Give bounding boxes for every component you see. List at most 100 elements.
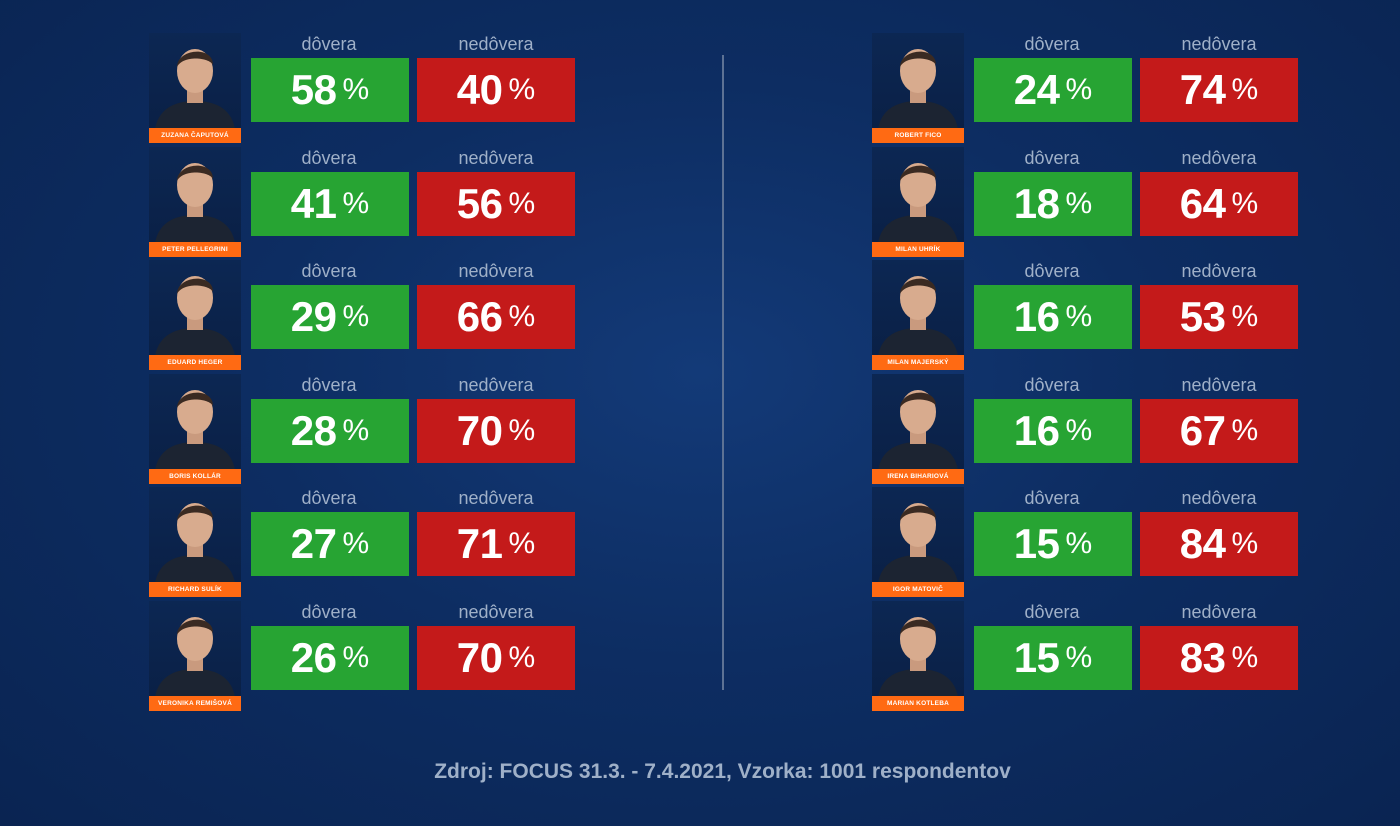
trust-label: dôvera [1024, 601, 1080, 622]
percent-sign: % [1065, 413, 1093, 447]
person-name: ZUZANA ČAPUTOVÁ [149, 128, 241, 143]
person-name: EDUARD HEGER [149, 355, 241, 370]
person-name: MILAN UHRÍK [872, 241, 964, 257]
trust-value: 27 [290, 520, 337, 567]
distrust-label: nedôvera [458, 34, 534, 54]
person-photo: RICHARD SULÍK [149, 487, 241, 597]
person-photo: BORIS KOLLÁR [149, 373, 241, 484]
percent-sign: % [342, 300, 370, 333]
trust-value: 16 [1013, 293, 1060, 340]
percent-sign: % [508, 186, 536, 220]
percent-sign: % [1065, 640, 1093, 674]
person-photo: MARIAN KOTLEBA [872, 600, 964, 711]
percent-sign: % [1231, 413, 1259, 447]
trust-value-box: 16% [974, 285, 1132, 349]
percent-sign: % [508, 300, 536, 333]
distrust-value: 71 [456, 520, 503, 567]
trust-label: dôvera [1024, 374, 1080, 395]
distrust-value-box: 64% [1140, 171, 1298, 236]
percent-sign: % [508, 413, 536, 447]
trust-label: dôvera [1024, 488, 1080, 508]
portrait-icon [155, 389, 235, 470]
trust-value-box: 26% [251, 625, 409, 690]
percent-sign: % [342, 527, 370, 560]
distrust-value-box: 66% [417, 285, 575, 349]
person-row: VERONIKA REMIŠOVÁ dôvera nedôvera 26% 70% [149, 600, 579, 715]
portrait-icon [155, 503, 235, 583]
person-photo: VERONIKA REMIŠOVÁ [149, 600, 241, 711]
trust-value-box: 27% [251, 512, 409, 576]
trust-value: 15 [1013, 520, 1060, 567]
distrust-label: nedôvera [1181, 374, 1257, 395]
distrust-label: nedôvera [458, 374, 534, 395]
person-name: PETER PELLEGRINI [149, 241, 241, 257]
distrust-label: nedôvera [1181, 261, 1257, 281]
distrust-value-box: 67% [1140, 398, 1298, 463]
person-row: IRENA BIHARIOVÁ dôvera nedôvera 16% 67% [872, 373, 1302, 488]
distrust-value: 66 [456, 293, 503, 340]
trust-value: 26 [290, 633, 337, 681]
distrust-label: nedôvera [458, 261, 534, 281]
trust-label: dôvera [301, 147, 357, 168]
portrait-icon [878, 49, 958, 129]
person-row: PETER PELLEGRINI dôvera nedôvera 41% 56% [149, 146, 579, 261]
person-name: IRENA BIHARIOVÁ [872, 468, 964, 484]
person-row: MILAN UHRÍK dôvera nedôvera 18% 64% [872, 146, 1302, 261]
trust-value-box: 29% [251, 285, 409, 349]
trust-value: 15 [1013, 633, 1060, 681]
trust-label: dôvera [301, 261, 357, 281]
portrait-icon [155, 616, 235, 697]
distrust-value-box: 70% [417, 398, 575, 463]
person-row: IGOR MATOVIČ dôvera nedôvera 15% 84% [872, 487, 1302, 601]
percent-sign: % [342, 73, 370, 106]
trust-label: dôvera [1024, 147, 1080, 168]
column-divider [722, 55, 724, 690]
percent-sign: % [508, 527, 536, 560]
person-name: MILAN MAJERSKÝ [872, 355, 964, 370]
trust-value-box: 24% [974, 58, 1132, 122]
person-photo: MILAN MAJERSKÝ [872, 260, 964, 370]
trust-label: dôvera [1024, 34, 1080, 54]
distrust-label: nedôvera [458, 488, 534, 508]
trust-value: 28 [290, 406, 337, 454]
trust-value-box: 28% [251, 398, 409, 463]
percent-sign: % [1231, 527, 1259, 560]
trust-label: dôvera [1024, 261, 1080, 281]
distrust-value-box: 56% [417, 171, 575, 236]
person-row: MARIAN KOTLEBA dôvera nedôvera 15% 83% [872, 600, 1302, 715]
portrait-icon [155, 162, 235, 243]
percent-sign: % [508, 73, 536, 106]
trust-value-box: 15% [974, 625, 1132, 690]
trust-value-box: 58% [251, 58, 409, 122]
distrust-value: 40 [456, 66, 503, 113]
person-photo: ROBERT FICO [872, 33, 964, 143]
percent-sign: % [342, 413, 370, 447]
portrait-icon [878, 162, 958, 243]
trust-value: 41 [290, 179, 337, 227]
distrust-value: 67 [1179, 406, 1226, 454]
percent-sign: % [342, 186, 370, 220]
percent-sign: % [1065, 527, 1093, 560]
distrust-value-box: 53% [1140, 285, 1298, 349]
distrust-value-box: 83% [1140, 625, 1298, 690]
percent-sign: % [1065, 300, 1093, 333]
person-row: RICHARD SULÍK dôvera nedôvera 27% 71% [149, 487, 579, 601]
percent-sign: % [1065, 186, 1093, 220]
person-name: BORIS KOLLÁR [149, 468, 241, 484]
distrust-value: 83 [1179, 633, 1226, 681]
trust-value: 58 [290, 66, 337, 113]
distrust-value: 56 [456, 179, 503, 227]
trust-label: dôvera [301, 601, 357, 622]
percent-sign: % [342, 640, 370, 674]
distrust-label: nedôvera [1181, 147, 1257, 168]
source-note: Zdroj: FOCUS 31.3. - 7.4.2021, Vzorka: 1… [434, 760, 1011, 783]
distrust-label: nedôvera [1181, 601, 1257, 622]
person-row: EDUARD HEGER dôvera nedôvera 29% 66% [149, 260, 579, 374]
portrait-icon [878, 276, 958, 356]
person-name: ROBERT FICO [872, 128, 964, 143]
trust-value-box: 15% [974, 512, 1132, 576]
distrust-label: nedôvera [1181, 488, 1257, 508]
trust-value-box: 41% [251, 171, 409, 236]
portrait-icon [878, 616, 958, 697]
person-name: MARIAN KOTLEBA [872, 695, 964, 711]
